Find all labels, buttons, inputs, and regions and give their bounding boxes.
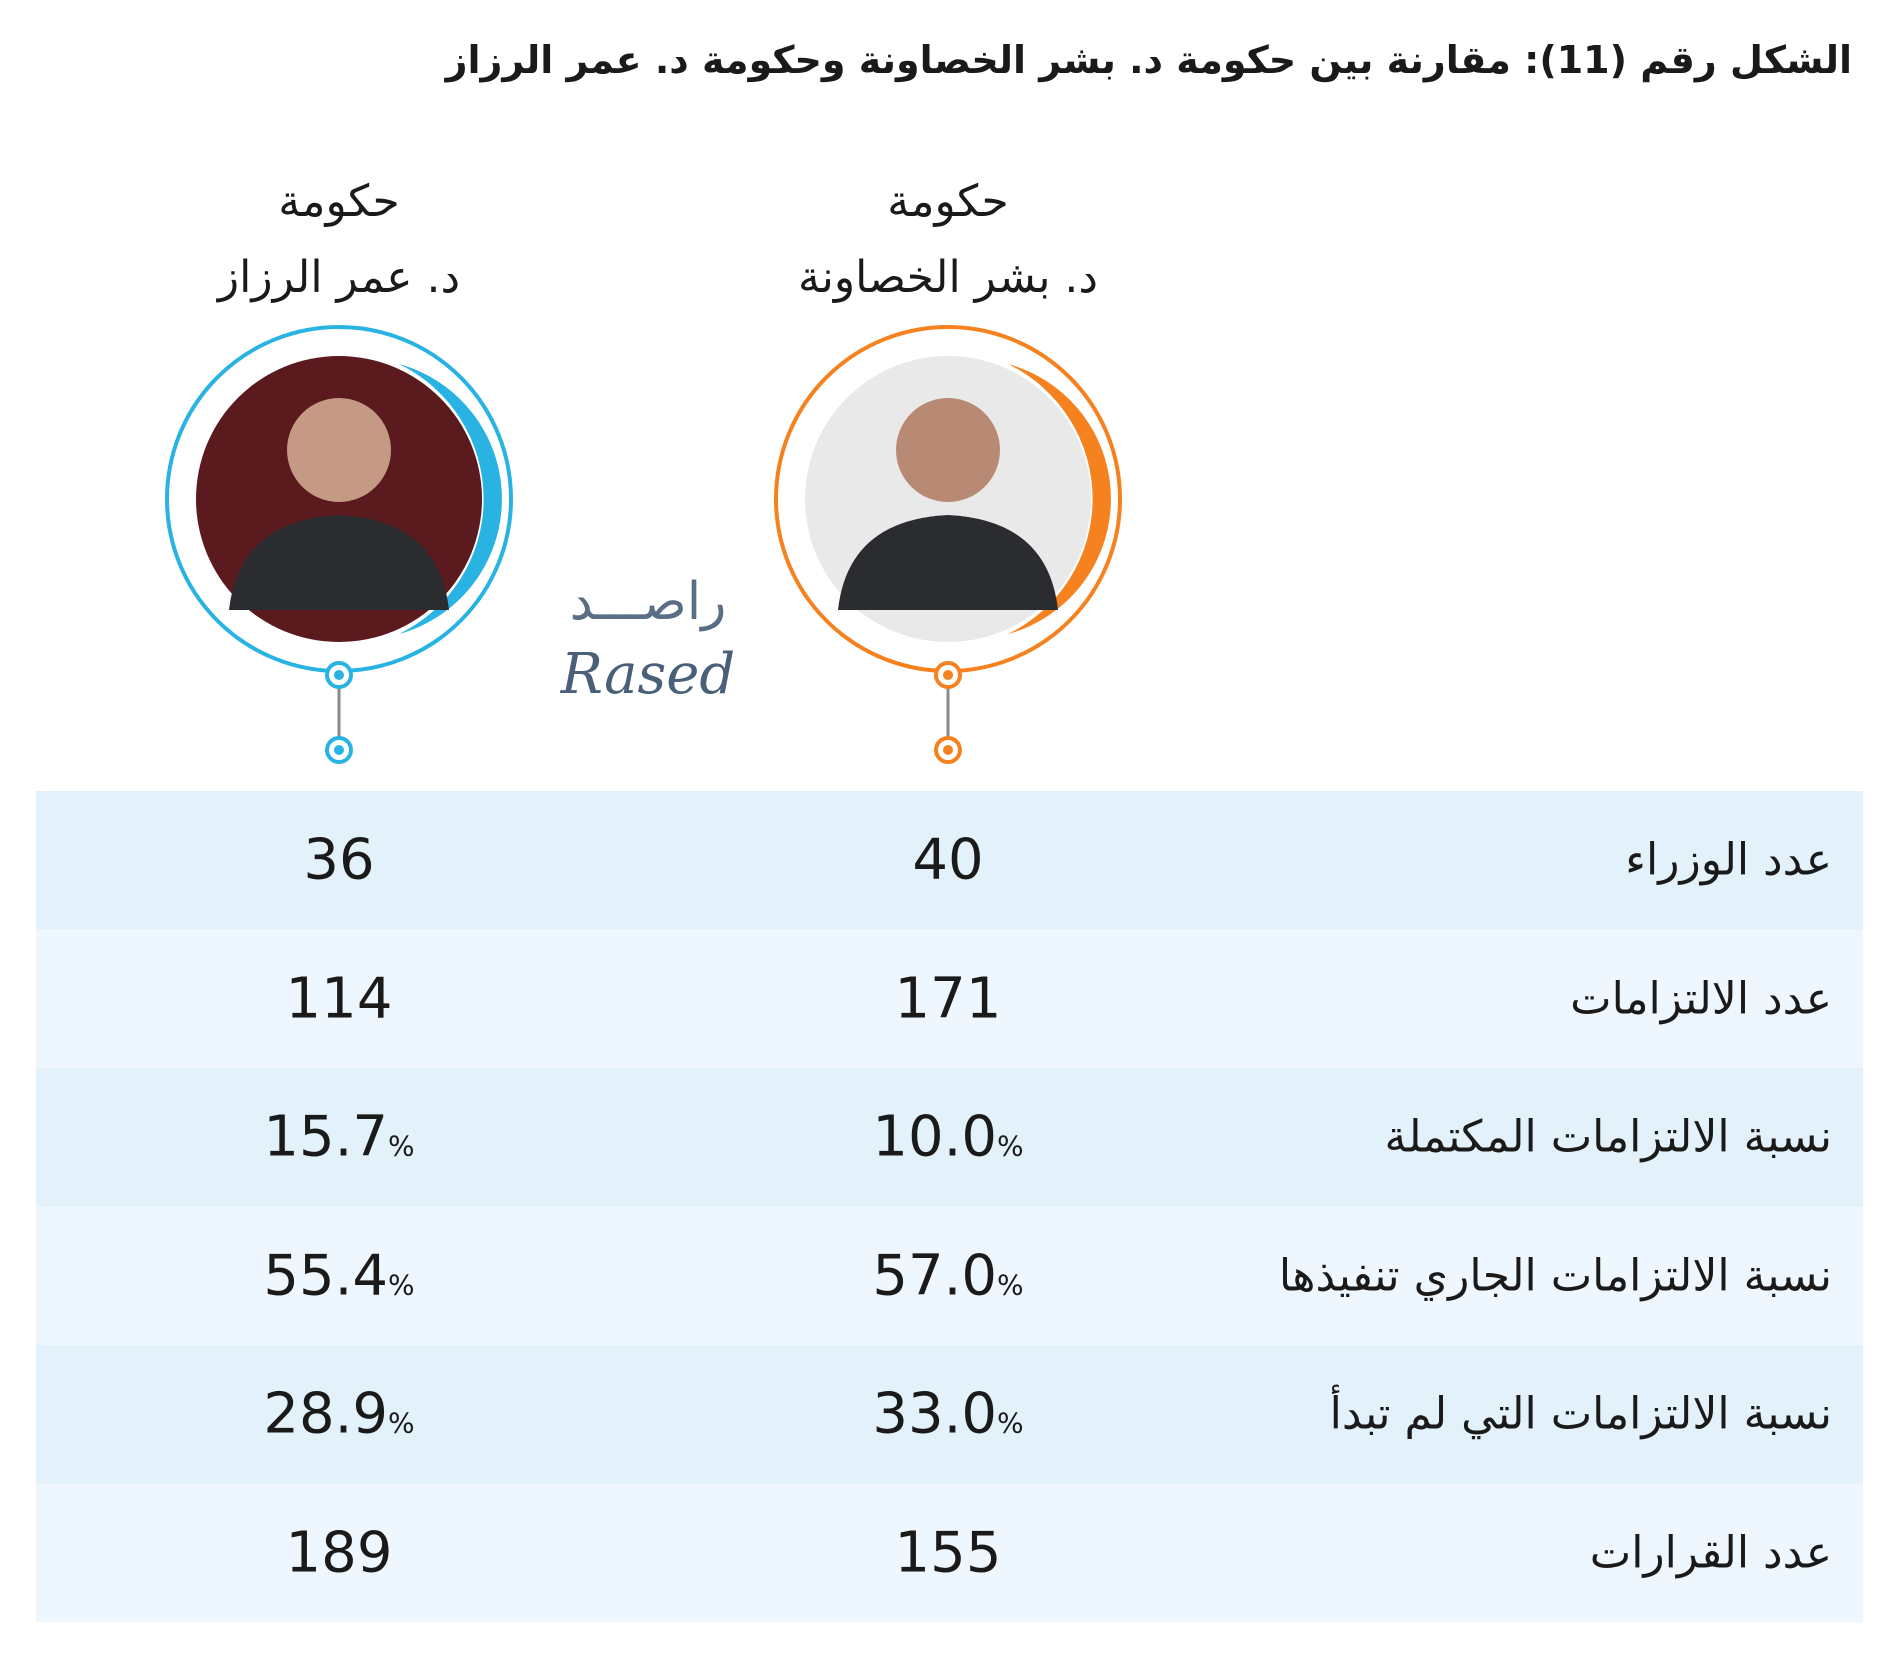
photo-head bbox=[287, 398, 391, 502]
table-row bbox=[36, 929, 1863, 1068]
cell-value: 57.0% bbox=[872, 1243, 1023, 1308]
logo-arabic: راصـــد bbox=[569, 572, 727, 632]
connector-core bbox=[334, 745, 344, 755]
row-label: عدد القرارات bbox=[1589, 1527, 1832, 1579]
ring-accent bbox=[399, 364, 502, 634]
photo-head bbox=[896, 398, 1000, 502]
cell-number: 57.0 bbox=[872, 1243, 998, 1309]
column-title: حكومة bbox=[278, 176, 400, 227]
column-name: د. عمر الرزاز bbox=[217, 252, 461, 303]
connector-core bbox=[943, 670, 953, 680]
cell-unit: % bbox=[388, 1406, 415, 1440]
connector-core bbox=[943, 745, 953, 755]
cell-number: 28.9 bbox=[263, 1381, 389, 1447]
logo-latin: Rased bbox=[560, 642, 736, 707]
cell-value: 15.7% bbox=[263, 1105, 414, 1170]
row-label: نسبة الالتزامات التي لم تبدأ bbox=[1329, 1388, 1832, 1440]
cell-value: 36 bbox=[303, 827, 375, 893]
cell-unit: % bbox=[997, 1268, 1024, 1302]
connector-core bbox=[334, 670, 344, 680]
cell-unit: % bbox=[388, 1268, 415, 1302]
cell-value: 40 bbox=[912, 827, 984, 893]
cell-value: 171 bbox=[894, 966, 1002, 1032]
photo-body bbox=[838, 515, 1058, 610]
cell-number: 15.7 bbox=[263, 1104, 389, 1170]
table-row bbox=[36, 1345, 1863, 1484]
cell-value: 28.9% bbox=[263, 1382, 414, 1447]
title: الشكل رقم (11): مقارنة بين حكومة د. بشر … bbox=[445, 38, 1852, 82]
cell-value: 33.0% bbox=[872, 1382, 1023, 1447]
column-name: د. بشر الخصاونة bbox=[797, 252, 1099, 303]
cell-unit: % bbox=[388, 1129, 415, 1163]
ring-accent bbox=[1008, 364, 1111, 634]
row-label: عدد الوزراء bbox=[1625, 834, 1832, 886]
cell-number: 55.4 bbox=[263, 1243, 389, 1309]
row-label: نسبة الالتزامات المكتملة bbox=[1384, 1111, 1832, 1163]
column-title: حكومة bbox=[887, 176, 1009, 227]
row-label: نسبة الالتزامات الجاري تنفيذها bbox=[1278, 1250, 1832, 1302]
cell-unit: % bbox=[997, 1406, 1024, 1440]
cell-unit: % bbox=[997, 1129, 1024, 1163]
table-row bbox=[36, 791, 1863, 930]
table-row bbox=[36, 1206, 1863, 1345]
cell-value: 155 bbox=[894, 1520, 1002, 1586]
cell-value: 189 bbox=[285, 1520, 393, 1586]
cell-value: 10.0% bbox=[872, 1105, 1023, 1170]
table-row bbox=[36, 1483, 1863, 1622]
photo-body bbox=[229, 515, 449, 610]
table-row bbox=[36, 1068, 1863, 1207]
cell-value: 114 bbox=[285, 966, 393, 1032]
cell-value: 55.4% bbox=[263, 1243, 414, 1308]
cell-number: 10.0 bbox=[872, 1104, 998, 1170]
row-label: عدد الالتزامات bbox=[1570, 973, 1832, 1025]
cell-number: 33.0 bbox=[872, 1381, 998, 1447]
